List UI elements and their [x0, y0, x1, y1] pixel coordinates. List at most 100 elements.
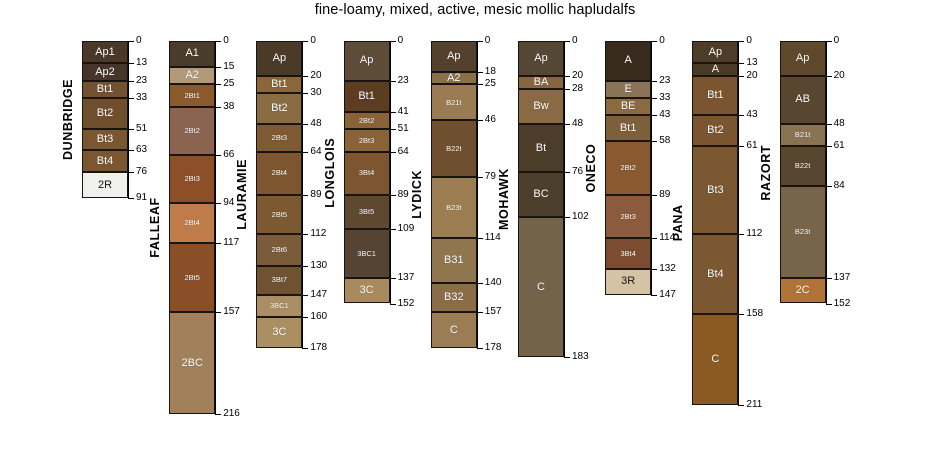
depth-tick-label: 130 — [310, 259, 328, 271]
depth-tick-label: 137 — [833, 271, 851, 283]
horizon-label: C — [711, 353, 720, 366]
horizon-2bt5[interactable]: 2Bt5 — [256, 194, 303, 235]
horizon-b21t[interactable]: B21t — [779, 123, 826, 147]
horizon-bt3[interactable]: Bt3 — [82, 129, 128, 150]
depth-tick-label: 46 — [484, 114, 496, 126]
depth-tick-label: 0 — [223, 35, 229, 46]
horizon-label: Bt3 — [707, 183, 724, 196]
horizon-b31[interactable]: B31 — [430, 237, 477, 283]
depth-tick-label: 140 — [484, 276, 502, 288]
horizon-2bt1[interactable]: 2Bt1 — [169, 84, 216, 107]
horizon-b32[interactable]: B32 — [430, 282, 477, 313]
profile-name-label: LAURAMIE — [235, 159, 250, 231]
horizon-label: 2Bt3 — [184, 174, 200, 184]
horizon-ap[interactable]: Ap — [430, 41, 477, 73]
horizon-3r[interactable]: 3R — [605, 268, 652, 295]
depth-tick-label: 66 — [223, 148, 235, 160]
horizon-bt2[interactable]: Bt2 — [82, 97, 128, 130]
horizon-be[interactable]: BE — [605, 97, 652, 116]
horizon-bt1[interactable]: Bt1 — [605, 115, 652, 142]
depth-tick-label: 147 — [310, 288, 328, 300]
horizon-bt1[interactable]: Bt1 — [256, 75, 303, 93]
horizon-2bt3[interactable]: 2Bt3 — [343, 129, 390, 152]
horizon-bt4[interactable]: Bt4 — [692, 234, 739, 314]
horizon-b22t[interactable]: B22t — [779, 146, 826, 187]
horizon-ap[interactable]: Ap — [343, 41, 390, 81]
horizon-c[interactable]: C — [518, 217, 564, 358]
horizon-ap[interactable]: Ap — [692, 41, 739, 64]
horizon-b23t[interactable]: B23t — [430, 177, 477, 238]
depth-tick-label: 152 — [833, 297, 851, 309]
depth-tick-label: 183 — [572, 351, 589, 363]
horizon-label: A2 — [185, 69, 199, 82]
depth-tick-label: 13 — [136, 57, 148, 69]
depth-tick-label: 178 — [310, 342, 328, 354]
horizon-bt3[interactable]: Bt3 — [692, 146, 739, 235]
depth-tick — [651, 115, 658, 117]
depth-tick-label: 13 — [746, 57, 758, 69]
horizon-3bt4[interactable]: 3Bt4 — [343, 151, 390, 195]
depth-tick-label: 41 — [397, 105, 409, 117]
depth-tick — [302, 151, 309, 153]
horizon-3bc1[interactable]: 3BC1 — [343, 229, 390, 278]
horizon-2r[interactable]: 2R — [82, 172, 128, 199]
horizon-bt1[interactable]: Bt1 — [82, 80, 128, 98]
horizon-a2[interactable]: A2 — [169, 66, 216, 85]
horizon-bt2[interactable]: Bt2 — [692, 115, 739, 147]
horizon-3c[interactable]: 3C — [343, 277, 390, 304]
horizon-c[interactable]: C — [430, 312, 477, 349]
horizon-3bc1[interactable]: 3BC1 — [256, 294, 303, 318]
horizon-3c[interactable]: 3C — [256, 317, 303, 349]
horizon-label: Bt1 — [96, 82, 114, 95]
horizon-label: Ap — [447, 50, 461, 63]
depth-tick — [738, 234, 745, 236]
horizon-a[interactable]: A — [605, 41, 652, 81]
horizon-2bt4[interactable]: 2Bt4 — [169, 203, 216, 244]
horizon-2bt2[interactable]: 2Bt2 — [343, 111, 390, 130]
depth-tick — [389, 111, 396, 113]
horizon-c[interactable]: C — [692, 313, 739, 406]
horizon-3bt7[interactable]: 3Bt7 — [256, 265, 303, 295]
horizon-a[interactable]: A — [692, 63, 739, 76]
horizon-ba[interactable]: BA — [518, 75, 564, 90]
horizon-bt[interactable]: Bt — [518, 123, 564, 173]
depth-tick — [389, 41, 396, 42]
horizon-bc[interactable]: BC — [518, 172, 564, 218]
horizon-2bt3[interactable]: 2Bt3 — [169, 154, 216, 204]
horizon-2bt5[interactable]: 2Bt5 — [169, 243, 216, 313]
depth-tick — [215, 203, 222, 205]
horizon-2bt3[interactable]: 2Bt3 — [605, 194, 652, 238]
horizon-2bt6[interactable]: 2Bt6 — [256, 234, 303, 266]
horizon-bw[interactable]: Bw — [518, 89, 564, 124]
horizon-a2[interactable]: A2 — [430, 72, 477, 85]
horizon-2bt4[interactable]: 2Bt4 — [256, 151, 303, 195]
depth-tick — [651, 294, 658, 296]
horizon-b21t[interactable]: B21t — [430, 84, 477, 121]
horizon-bt1[interactable]: Bt1 — [343, 80, 390, 112]
horizon-2bt2[interactable]: 2Bt2 — [605, 141, 652, 195]
horizon-e[interactable]: E — [605, 80, 652, 98]
horizon-ap[interactable]: Ap — [518, 41, 564, 76]
horizon-ap2[interactable]: Ap2 — [82, 63, 128, 81]
horizon-b23t[interactable]: B23t — [779, 186, 826, 278]
depth-tick — [738, 146, 745, 148]
horizon-label: 2Bt3 — [358, 135, 375, 145]
horizon-ab[interactable]: AB — [779, 75, 826, 124]
depth-tick — [215, 243, 222, 245]
horizon-3bt4[interactable]: 3Bt4 — [605, 237, 652, 269]
horizon-b22t[interactable]: B22t — [430, 120, 477, 178]
horizon-ap[interactable]: Ap — [779, 41, 826, 76]
horizon-3bt5[interactable]: 3Bt5 — [343, 194, 390, 230]
horizon-bt2[interactable]: Bt2 — [256, 92, 303, 124]
horizon-bt1[interactable]: Bt1 — [692, 75, 739, 116]
horizon-2c[interactable]: 2C — [779, 277, 826, 304]
horizon-2bc[interactable]: 2BC — [169, 312, 216, 415]
depth-tick-label: 91 — [136, 192, 148, 204]
depth-tick-label: 33 — [136, 91, 148, 103]
horizon-bt4[interactable]: Bt4 — [82, 149, 128, 173]
horizon-a1[interactable]: A1 — [169, 41, 216, 67]
horizon-2bt3[interactable]: 2Bt3 — [256, 123, 303, 152]
horizon-2bt2[interactable]: 2Bt2 — [169, 106, 216, 155]
horizon-ap[interactable]: Ap — [256, 41, 303, 76]
horizon-ap1[interactable]: Ap1 — [82, 41, 128, 64]
